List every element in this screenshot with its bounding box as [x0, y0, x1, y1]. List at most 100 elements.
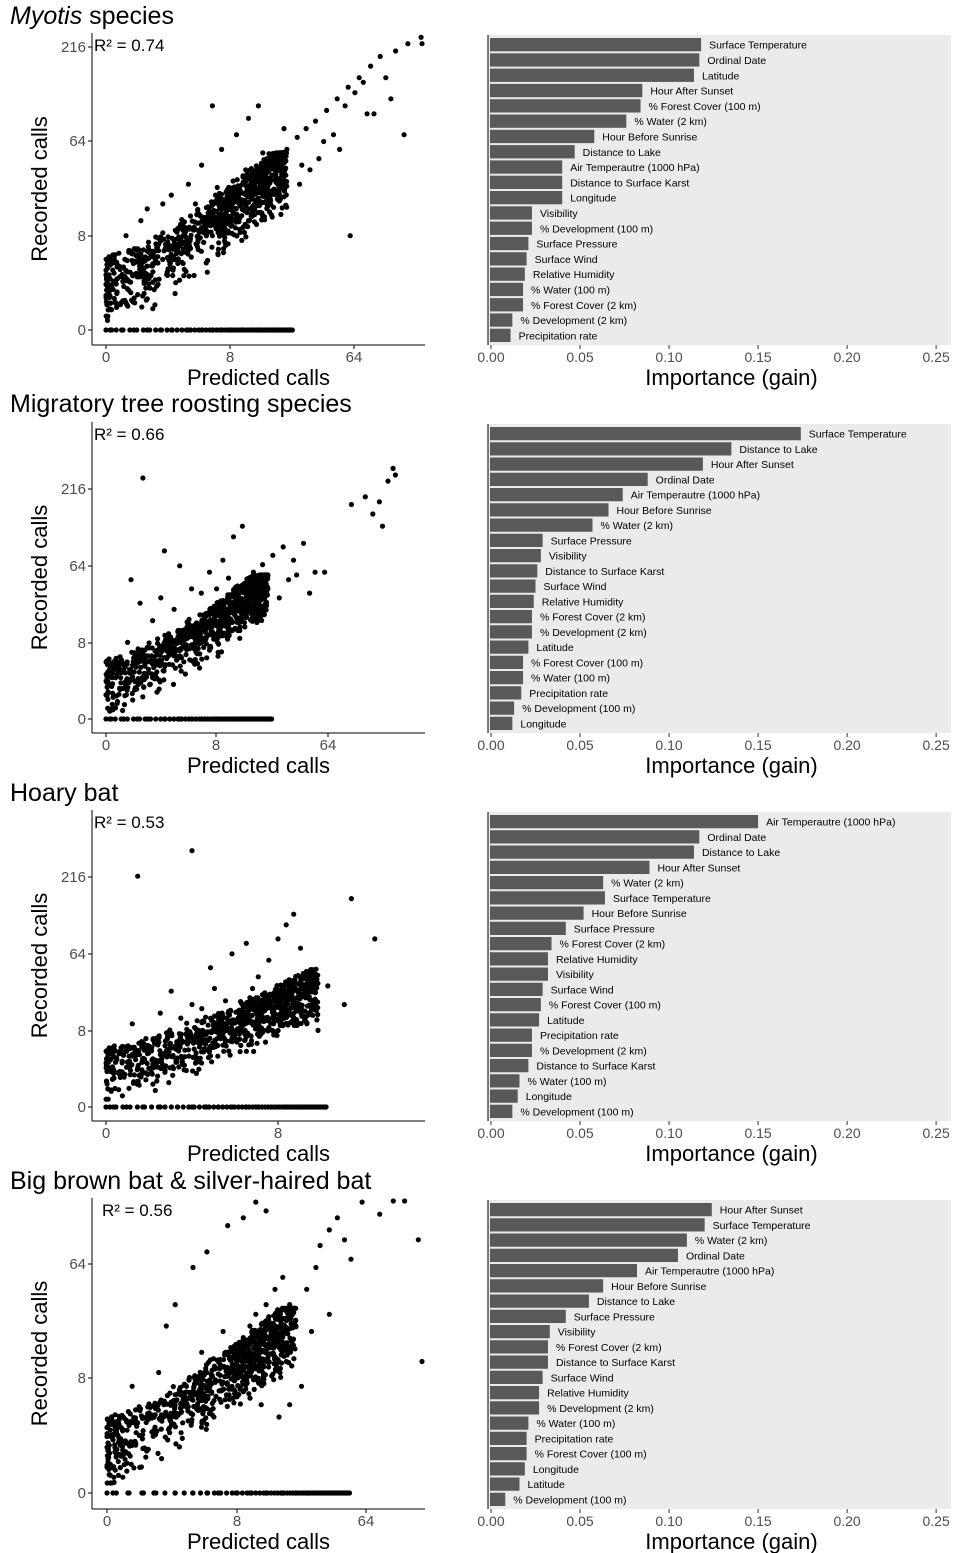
data-point	[220, 219, 226, 225]
bar-label: Hour After Sunset	[650, 86, 733, 98]
data-point	[274, 991, 280, 997]
data-point	[276, 1309, 282, 1315]
importance-bar	[490, 191, 563, 205]
data-point	[107, 1472, 113, 1478]
data-point	[204, 218, 210, 224]
data-point	[152, 248, 158, 254]
data-point	[119, 274, 125, 280]
data-point	[205, 1022, 211, 1028]
data-point	[284, 995, 290, 1001]
data-point	[277, 1365, 283, 1372]
data-point	[171, 716, 177, 722]
bar-label: Hour Before Sunrise	[617, 505, 712, 517]
data-point	[112, 1449, 118, 1455]
data-point	[172, 1490, 178, 1496]
data-point	[250, 173, 256, 179]
data-point	[136, 669, 142, 675]
data-point	[156, 248, 162, 254]
data-point	[162, 1104, 168, 1110]
bar-label: Precipitation rate	[519, 330, 598, 342]
data-point	[136, 257, 142, 263]
data-point	[158, 327, 165, 333]
data-point	[204, 269, 210, 275]
data-point	[166, 661, 172, 667]
data-point	[178, 668, 184, 674]
data-point	[154, 260, 160, 266]
data-point	[104, 1048, 110, 1054]
data-point	[165, 234, 171, 240]
data-point	[161, 642, 167, 648]
data-point	[243, 1381, 249, 1387]
data-point	[272, 1029, 278, 1035]
data-point	[240, 590, 246, 596]
importance-bar	[490, 1074, 520, 1088]
data-point	[157, 1048, 163, 1054]
data-point	[324, 107, 330, 113]
data-point	[334, 96, 340, 102]
data-point	[238, 1042, 244, 1048]
data-point	[233, 597, 239, 603]
data-point	[117, 659, 123, 665]
importance-bar	[490, 845, 694, 859]
data-point	[166, 257, 172, 263]
data-point	[126, 249, 132, 255]
data-point	[260, 562, 266, 568]
data-point	[216, 240, 222, 246]
data-point	[345, 84, 351, 90]
data-point	[180, 1420, 186, 1426]
data-point	[186, 1053, 192, 1059]
x-tick-label: 0.10	[655, 1125, 682, 1141]
data-point	[277, 1370, 283, 1376]
panel-title-bigbrown: Big brown bat & silver-haired bat	[10, 1167, 372, 1195]
data-point	[298, 976, 304, 982]
data-point	[127, 1072, 133, 1078]
data-point	[110, 690, 116, 696]
data-point	[251, 998, 257, 1004]
data-point	[107, 327, 113, 333]
data-point	[164, 1036, 170, 1042]
data-point	[196, 229, 202, 236]
bar-label: % Development (100 m)	[513, 1494, 626, 1506]
data-point	[202, 1370, 208, 1376]
data-point	[109, 1076, 115, 1082]
data-point	[307, 970, 313, 976]
data-point	[114, 1057, 120, 1063]
data-point	[224, 1490, 230, 1496]
data-point	[104, 317, 111, 323]
data-point	[281, 150, 288, 157]
data-point	[217, 1396, 223, 1402]
data-point	[150, 618, 156, 624]
data-point	[170, 265, 176, 271]
data-point	[128, 577, 134, 583]
data-point	[126, 1490, 132, 1496]
data-point	[289, 1311, 296, 1317]
data-point	[167, 716, 173, 722]
data-point	[298, 1020, 304, 1027]
data-point	[174, 1104, 180, 1110]
data-point	[124, 257, 130, 264]
data-point	[112, 716, 118, 722]
data-point	[158, 1413, 165, 1419]
x-tick-label: 0	[103, 1513, 111, 1530]
data-point	[195, 239, 201, 245]
x-axis-label: Predicted calls	[187, 1141, 330, 1166]
data-point	[104, 684, 110, 690]
data-point	[402, 1198, 408, 1204]
data-point	[146, 1050, 152, 1056]
data-point	[162, 1434, 168, 1440]
data-point	[249, 584, 255, 590]
data-point	[203, 626, 209, 632]
x-tick-label: 8	[226, 349, 234, 366]
data-point	[255, 103, 261, 109]
data-point	[257, 1331, 263, 1338]
data-point	[234, 618, 240, 624]
data-point	[207, 1035, 213, 1041]
data-point	[266, 1364, 272, 1370]
data-point	[226, 595, 232, 601]
data-point	[203, 1415, 209, 1421]
data-point	[229, 1035, 235, 1041]
bar-label: Relative Humidity	[533, 269, 615, 281]
data-point	[186, 633, 193, 639]
data-point	[109, 1064, 116, 1070]
bar-label: Precipitation rate	[540, 1030, 619, 1042]
